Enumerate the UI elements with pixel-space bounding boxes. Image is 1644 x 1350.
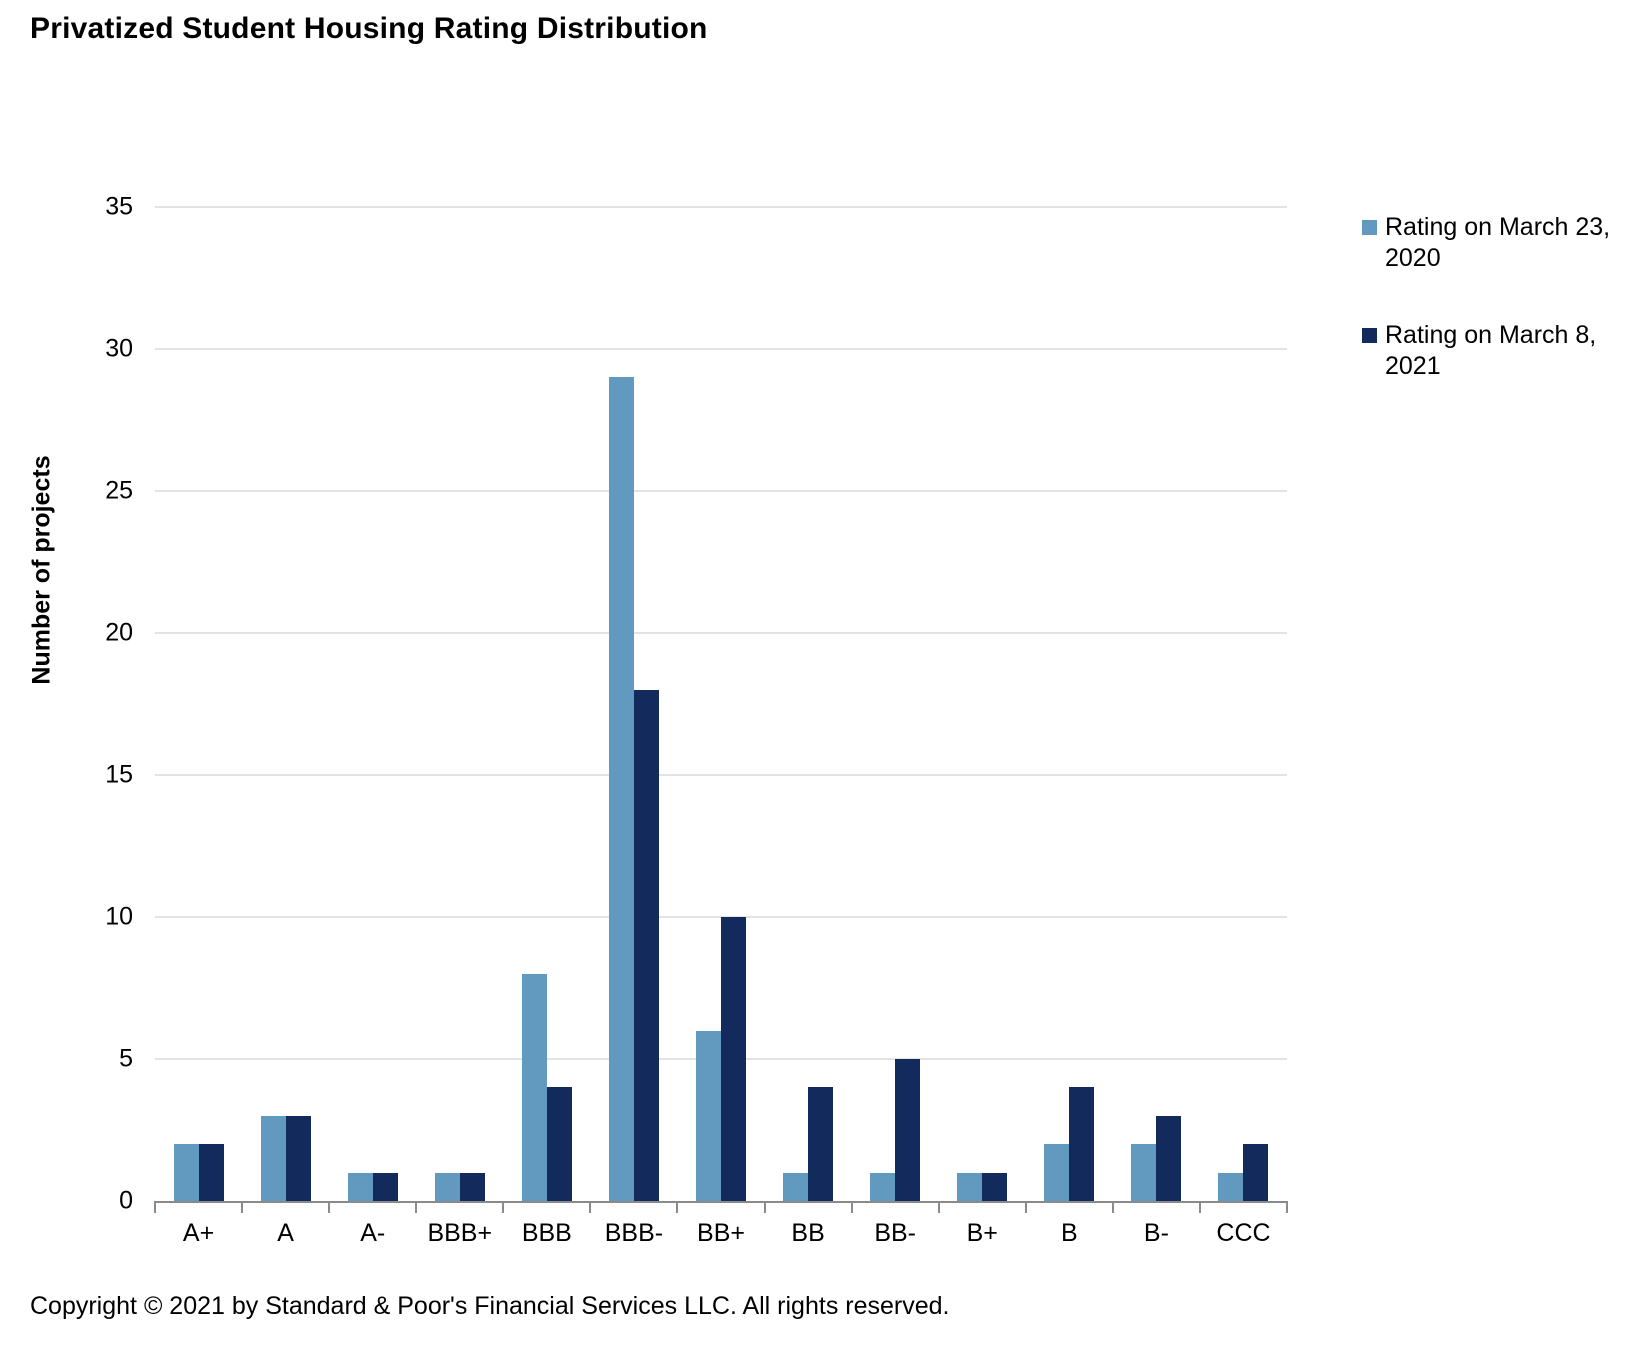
x-ticks [154, 207, 1288, 1213]
x-tick-label-BB: BB [791, 1219, 825, 1247]
x-axis-tick [850, 1201, 853, 1213]
x-tick-label-B+: B+ [966, 1219, 998, 1247]
bar-A--232020 [347, 1172, 373, 1201]
bar-BBB+-82021 [459, 1172, 485, 1201]
x-tick-label-BBB: BBB [521, 1219, 572, 1247]
x-tick-label-BB-: BB- [874, 1219, 916, 1247]
category-slot-BB+ [677, 207, 764, 1201]
x-axis-tick [937, 1201, 940, 1213]
bar-BB-232020 [783, 1172, 809, 1201]
y-tick-label-20: 20 [105, 618, 133, 647]
y-tick-label-0: 0 [119, 1186, 133, 1215]
legend-swatch-icon [1362, 220, 1377, 235]
x-axis-tick [241, 1201, 244, 1213]
bar-BBB+-232020 [434, 1172, 460, 1201]
plot-area: 0 5 10 15 20 25 30 35 A+ A A- BBB+ BBB BBB- BB+ BB BB- B… [105, 193, 1288, 1247]
bar-A--82021 [372, 1172, 398, 1201]
bar-A+-82021 [198, 1144, 224, 1201]
gridline-35 [155, 206, 1287, 208]
bar-BB--82021 [895, 1059, 921, 1201]
bar-BB+-232020 [696, 1030, 721, 1201]
x-axis-tick [589, 1201, 592, 1213]
gridline-15 [155, 774, 1287, 776]
category-slot-BB [765, 207, 852, 1201]
bar-BBB--82021 [633, 689, 659, 1201]
x-axis-tick [1286, 1201, 1288, 1213]
category-slot-BB- [852, 207, 939, 1201]
legend-entry-label: Rating on March 23, 2020 [1385, 213, 1611, 272]
x-axis-tick [763, 1201, 766, 1213]
category-slot-B+ [939, 207, 1026, 1201]
bar-A-232020 [260, 1115, 286, 1201]
legend: Rating on March 23, 2020 Rating on March … [1362, 212, 1623, 382]
category-slot-B [1026, 207, 1113, 1201]
bar-BB+-82021 [721, 917, 746, 1201]
gridline-25 [155, 490, 1287, 492]
bar-B+-232020 [957, 1172, 983, 1201]
y-axis-title: Number of projects [27, 455, 56, 685]
legend-swatch-icon [1362, 328, 1377, 343]
bar-B-232020 [1044, 1144, 1070, 1201]
bar-B--232020 [1131, 1144, 1157, 1201]
y-tick-label-15: 15 [105, 760, 133, 789]
copyright-text: Copyright © 2021 by Standard & Poor's Fi… [30, 1292, 950, 1320]
x-axis-tick [676, 1201, 679, 1213]
bar-B--82021 [1156, 1115, 1182, 1201]
x-tick-label-CCC: CCC [1216, 1219, 1271, 1247]
x-axis-tick [1111, 1201, 1114, 1213]
x-tick-label-B-: B- [1143, 1219, 1169, 1247]
x-tick-label-A+: A+ [182, 1219, 215, 1247]
x-tick-label-BB+: BB+ [697, 1219, 745, 1247]
legend-entry-2: Rating on March 8, 2021 [1362, 320, 1623, 382]
x-tick-label-BBB+: BBB+ [427, 1219, 493, 1247]
bar-BBB-232020 [521, 973, 547, 1201]
bar-BB-82021 [808, 1087, 834, 1201]
bar-BB--232020 [870, 1172, 896, 1201]
category-slot-A- [329, 207, 416, 1201]
x-axis-tick [1198, 1201, 1201, 1213]
category-slot-A+ [155, 207, 242, 1201]
category-slot-CCC [1200, 207, 1287, 1201]
category-slot-BBB+ [416, 207, 503, 1201]
bar-A+-232020 [173, 1144, 199, 1201]
bar-BBB--232020 [608, 377, 634, 1201]
gridline-30 [155, 348, 1287, 350]
category-slot-BBB [503, 207, 590, 1201]
chart-title: Privatized Student Housing Rating Distri… [30, 12, 708, 45]
bar-BBB-82021 [546, 1087, 572, 1201]
x-axis-tick [415, 1201, 418, 1213]
bar-A-82021 [285, 1115, 311, 1201]
category-slot-A [242, 207, 329, 1201]
x-axis-tick [154, 1201, 156, 1213]
legend-entry-1: Rating on March 23, 2020 [1362, 212, 1623, 274]
y-tick-label-10: 10 [105, 902, 133, 931]
bar-CCC-82021 [1243, 1144, 1269, 1201]
legend-entry-label: Rating on March 8, 2021 [1385, 321, 1597, 380]
x-axis-tick [328, 1201, 331, 1213]
bar-CCC-232020 [1218, 1172, 1244, 1201]
y-tick-label-25: 25 [105, 476, 133, 505]
bar-B+-82021 [982, 1172, 1008, 1201]
x-tick-label-BBB-: BBB- [604, 1219, 664, 1247]
x-axis-line [155, 1201, 1287, 1203]
x-tick-label-A-: A- [360, 1219, 386, 1247]
bar-slots [155, 207, 1287, 1201]
bar-B-82021 [1069, 1087, 1095, 1201]
y-tick-label-35: 35 [105, 192, 133, 221]
y-tick-label-5: 5 [119, 1044, 133, 1073]
x-axis-tick [1024, 1201, 1027, 1213]
x-tick-labels: A+ A A- BBB+ BBB BBB- BB+ BB BB- B+ B B- CCC [155, 1219, 1287, 1248]
x-tick-label-A: A [277, 1219, 294, 1247]
x-tick-label-B: B [1060, 1219, 1078, 1247]
y-tick-label-30: 30 [105, 334, 133, 363]
gridline-20 [155, 632, 1287, 635]
x-axis-tick [502, 1201, 505, 1213]
category-slot-BBB- [590, 207, 677, 1201]
category-slot-B- [1113, 207, 1200, 1201]
